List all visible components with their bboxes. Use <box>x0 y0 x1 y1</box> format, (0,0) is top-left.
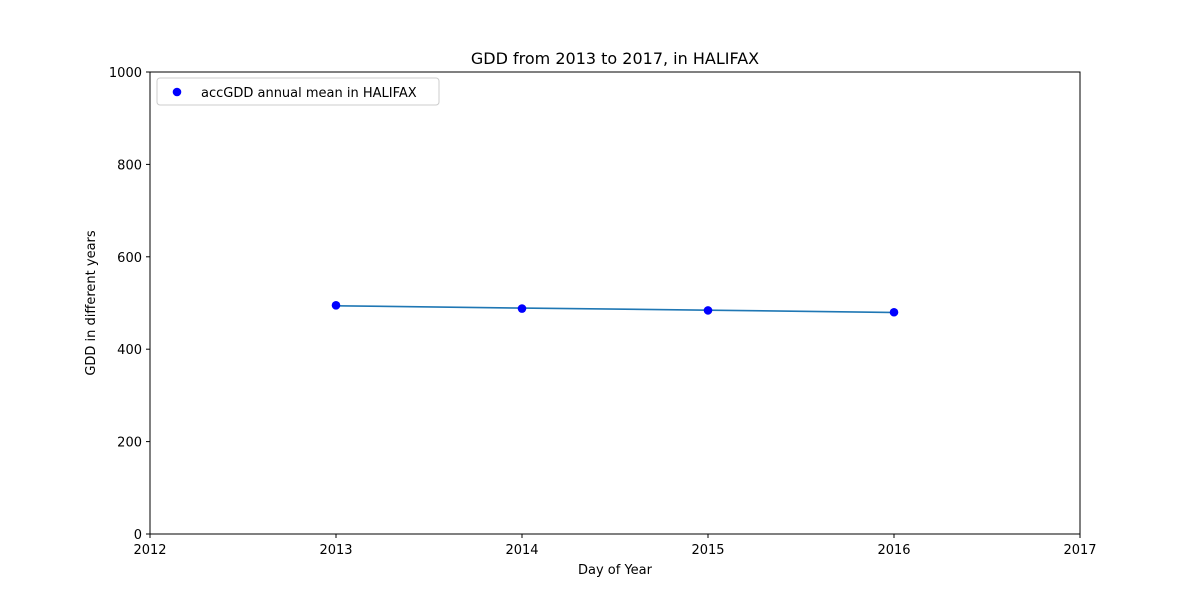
x-tick-label: 2016 <box>877 543 910 558</box>
y-tick-label: 800 <box>117 158 142 173</box>
data-point <box>517 304 527 313</box>
plot-area: 2012 2013 2014 2015 2016 2017 0 200 400 600 800 100… <box>109 66 1097 558</box>
data-point <box>331 301 341 310</box>
series-line <box>335 304 895 314</box>
data-point <box>889 307 899 317</box>
y-tick-label: 600 <box>117 251 142 266</box>
x-tick-label: 2017 <box>1063 543 1096 558</box>
x-tick-label: 2014 <box>505 543 538 558</box>
legend-label: accGDD annual mean in HALIFAX <box>201 86 417 101</box>
y-axis-title: GDD in different years <box>84 230 99 376</box>
legend-box <box>156 77 440 106</box>
legend: accGDD annual mean in HALIFAX <box>156 77 440 106</box>
legend-marker <box>172 87 182 97</box>
y-tick-label: 200 <box>117 436 142 451</box>
chart-title: GDD from 2013 to 2017, in HALIFAX <box>471 49 759 68</box>
y-tick-label: 0 <box>134 528 142 543</box>
x-tick-label: 2015 <box>691 543 724 558</box>
x-tick-label: 2012 <box>133 543 166 558</box>
y-tick-label: 400 <box>117 343 142 358</box>
y-tick-label: 1000 <box>109 66 142 81</box>
data-point <box>703 306 713 315</box>
x-tick-label: 2013 <box>319 543 352 558</box>
plot-frame <box>149 71 1081 535</box>
x-axis-title: Day of Year <box>578 563 653 578</box>
